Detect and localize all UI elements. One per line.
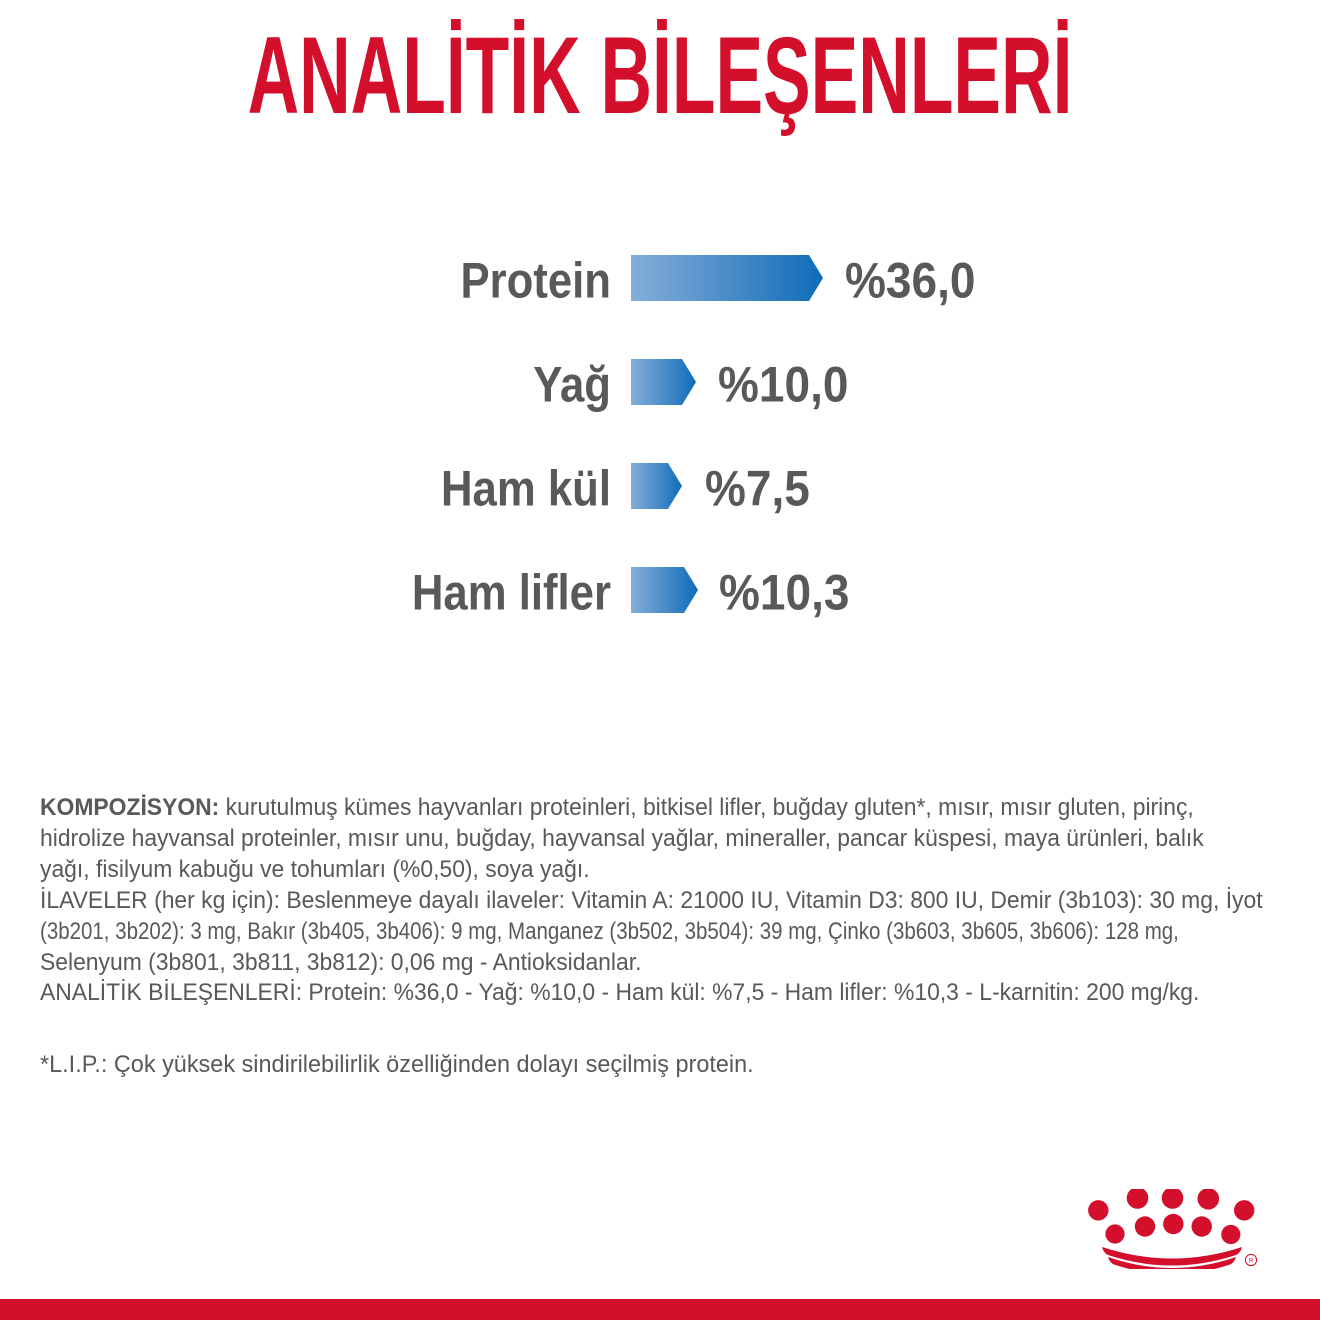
svg-text:R: R [1249, 1258, 1254, 1264]
